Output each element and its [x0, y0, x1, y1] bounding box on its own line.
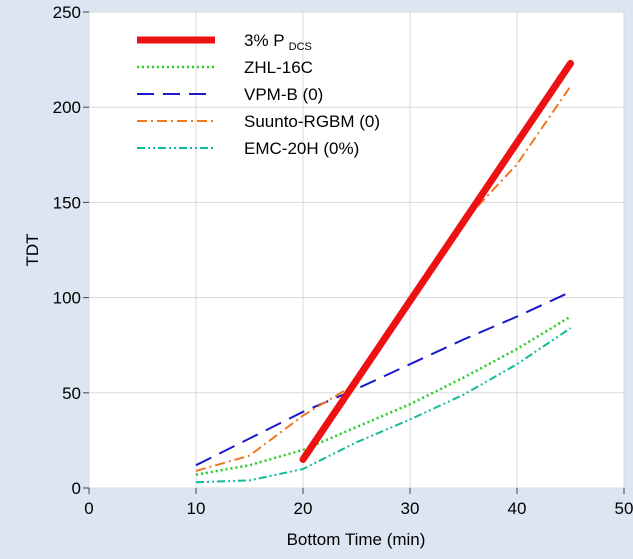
series-group	[195, 59, 574, 484]
axes: 0 10 20 30 40 50 0 50 100 150 200 250	[53, 3, 633, 518]
series-line-1	[195, 315, 572, 476]
legend-label-subscript: DCS	[289, 41, 312, 53]
plot-area	[88, 11, 625, 489]
x-tick-label: 20	[294, 499, 313, 518]
x-tick-label: 10	[187, 499, 206, 518]
y-tick-label: 250	[53, 3, 81, 22]
legend-label-4: EMC-20H (0%)	[244, 139, 359, 158]
series-line-3	[195, 85, 572, 472]
x-axis-title: Bottom Time (min)	[287, 530, 426, 549]
legend-label-2: VPM-B (0)	[244, 85, 323, 104]
x-tick-label: 0	[84, 499, 93, 518]
x-tick-label: 50	[615, 499, 633, 518]
series-line-0	[299, 59, 574, 463]
y-axis-title: TDT	[23, 233, 42, 266]
legend-label-1: ZHL-16C	[244, 58, 313, 77]
x-tick-label: 40	[508, 499, 527, 518]
y-tick-label: 200	[53, 98, 81, 117]
legend-label-3: Suunto-RGBM (0)	[244, 112, 380, 131]
y-tick-label: 50	[62, 384, 81, 403]
series-line-2	[195, 290, 571, 467]
y-tick-label: 0	[72, 479, 81, 498]
x-tick-label: 30	[401, 499, 420, 518]
grid	[88, 11, 625, 489]
y-tick-label: 100	[53, 289, 81, 308]
series-line-4	[195, 327, 572, 484]
y-tick-label: 150	[53, 193, 81, 212]
